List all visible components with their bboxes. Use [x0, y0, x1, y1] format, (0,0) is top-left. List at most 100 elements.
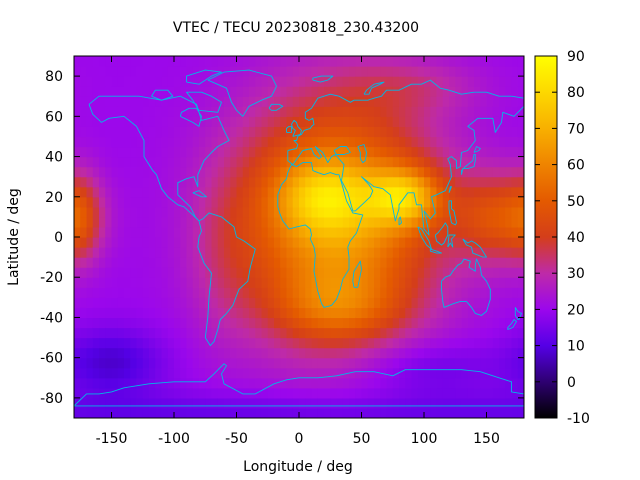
heatmap-cell	[261, 156, 269, 168]
heatmap-cell	[274, 66, 281, 77]
heatmap-cell	[517, 237, 524, 248]
heatmap-cell	[142, 176, 150, 188]
heatmap-cell	[330, 247, 338, 258]
heatmap-cell	[455, 166, 463, 178]
heatmap-cell	[349, 116, 356, 127]
heatmap-cell	[149, 307, 156, 319]
heatmap-cell	[467, 56, 475, 67]
heatmap-cell	[367, 237, 375, 248]
heatmap-cell	[249, 257, 256, 268]
heatmap-cell	[205, 86, 213, 97]
heatmap-cell	[380, 56, 388, 67]
heatmap-cell	[436, 206, 444, 218]
heatmap-cell	[130, 126, 138, 138]
heatmap-cell	[186, 86, 194, 97]
heatmap-cell	[274, 347, 281, 359]
heatmap-cell	[99, 106, 106, 117]
heatmap-cell	[449, 327, 456, 339]
heatmap-cell	[280, 367, 288, 379]
heatmap-cell	[299, 216, 306, 228]
heatmap-cell	[336, 287, 344, 298]
heatmap-cell	[205, 327, 213, 339]
heatmap-cell	[511, 277, 519, 288]
heatmap-cell	[224, 337, 231, 349]
heatmap-cell	[374, 237, 381, 248]
heatmap-cell	[336, 337, 344, 349]
heatmap-cell	[411, 206, 419, 218]
heatmap-cell	[355, 297, 363, 308]
heatmap-cell	[92, 96, 100, 107]
heatmap-cell	[411, 166, 419, 178]
heatmap-cell	[292, 76, 300, 87]
heatmap-cell	[205, 66, 213, 77]
heatmap-cell	[117, 106, 125, 117]
heatmap-cell	[411, 327, 419, 339]
heatmap-cell	[367, 226, 375, 238]
heatmap-cell	[405, 206, 413, 218]
heatmap-cell	[336, 116, 344, 127]
heatmap-cell	[136, 377, 144, 389]
coastline-iceland	[268, 103, 284, 111]
heatmap-cell	[186, 257, 194, 268]
heatmap-cell	[242, 186, 250, 198]
heatmap-cell	[136, 407, 144, 418]
heatmap-cell	[517, 126, 524, 138]
heatmap-cell	[361, 86, 369, 97]
heatmap-cell	[224, 126, 231, 138]
heatmap-cell	[436, 267, 444, 278]
heatmap-cell	[386, 317, 394, 329]
heatmap-cell	[342, 407, 350, 418]
heatmap-cell	[305, 136, 313, 148]
heatmap-cell	[417, 247, 425, 258]
heatmap-cell	[517, 317, 524, 329]
heatmap-cell	[492, 206, 500, 218]
heatmap-cell	[455, 136, 463, 148]
heatmap-cell	[492, 327, 500, 339]
heatmap-cell	[92, 367, 100, 379]
heatmap-cell	[267, 257, 275, 268]
heatmap-cell	[280, 297, 288, 308]
heatmap-cell	[80, 196, 88, 208]
heatmap-cell	[155, 116, 163, 127]
heatmap-cell	[342, 66, 350, 77]
heatmap-cell	[149, 237, 156, 248]
heatmap-cell	[486, 277, 494, 288]
heatmap-cell	[455, 257, 463, 268]
heatmap-cell	[255, 307, 263, 319]
heatmap-cell	[411, 126, 419, 138]
heatmap-cell	[492, 237, 500, 248]
heatmap-cell	[130, 96, 138, 107]
heatmap-cell	[92, 146, 100, 158]
heatmap-cell	[386, 307, 394, 319]
heatmap-cell	[255, 126, 263, 138]
heatmap-cell	[255, 86, 263, 97]
heatmap-cell	[386, 327, 394, 339]
heatmap-cell	[174, 407, 181, 418]
heatmap-cell	[142, 156, 150, 168]
heatmap-cell	[74, 357, 81, 369]
heatmap-cell	[499, 196, 506, 208]
heatmap-cell	[505, 297, 513, 308]
heatmap-cell	[492, 116, 500, 127]
heatmap-cell	[311, 56, 319, 67]
heatmap-cell	[99, 297, 106, 308]
heatmap-cell	[474, 317, 481, 329]
heatmap-cell	[292, 377, 300, 389]
heatmap-cell	[405, 317, 413, 329]
heatmap-cell	[105, 237, 113, 248]
heatmap-cell	[286, 206, 294, 218]
heatmap-cell	[242, 337, 250, 349]
heatmap-cell	[317, 327, 325, 339]
heatmap-cell	[474, 96, 481, 107]
y-tick-label: 0	[54, 230, 63, 246]
heatmap-cell	[342, 56, 350, 67]
heatmap-cell	[492, 196, 500, 208]
heatmap-cell	[424, 307, 431, 319]
heatmap-cell	[167, 126, 175, 138]
heatmap-cell	[80, 216, 88, 228]
heatmap-cell	[305, 327, 313, 339]
heatmap-cell	[455, 307, 463, 319]
heatmap-cell	[86, 186, 94, 198]
heatmap-cell	[392, 277, 400, 288]
heatmap-cell	[217, 347, 225, 359]
